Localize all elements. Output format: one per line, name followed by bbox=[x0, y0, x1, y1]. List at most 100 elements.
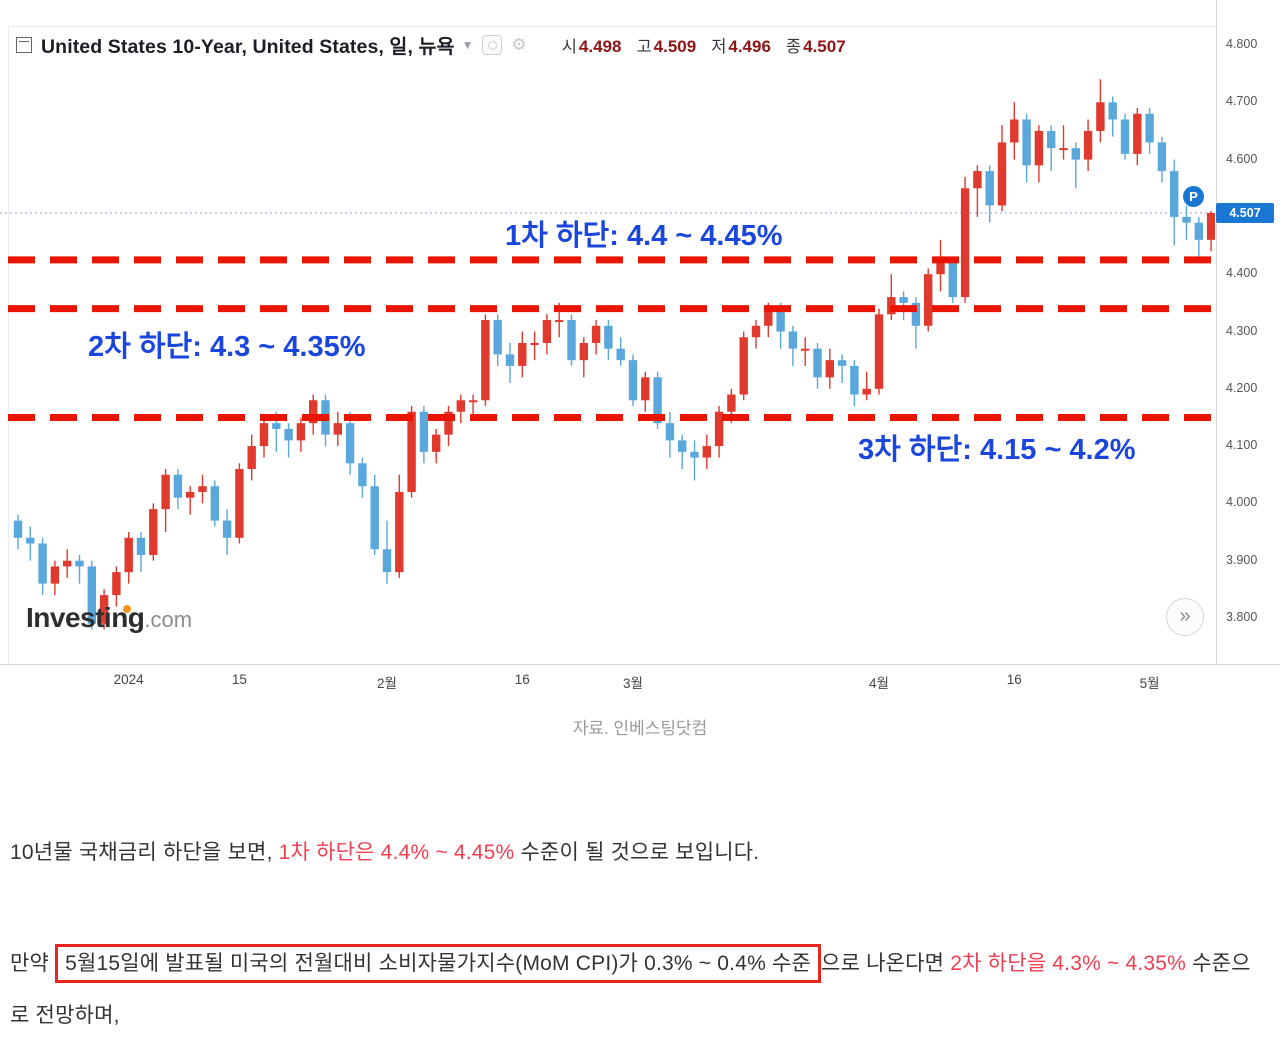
candle-body bbox=[776, 308, 785, 332]
candle-body bbox=[874, 314, 884, 389]
candle-body bbox=[198, 486, 207, 492]
candle-body bbox=[444, 411, 453, 435]
chart-frame-left bbox=[8, 26, 9, 664]
x-axis-label: 2월 bbox=[377, 676, 397, 691]
candle-body bbox=[641, 377, 650, 401]
candle-body bbox=[419, 411, 429, 452]
candle-body bbox=[1133, 113, 1142, 154]
candle-body bbox=[161, 474, 170, 510]
text-segment-boxed: 5월15일에 발표될 미국의 전월대비 소비자물가지수(MoM CPI)가 0.… bbox=[55, 944, 822, 984]
logo-orange-dot-icon bbox=[123, 605, 131, 613]
candle-body bbox=[173, 474, 183, 498]
candle-body bbox=[247, 446, 256, 470]
candle-body bbox=[837, 360, 847, 366]
candle-body bbox=[149, 509, 158, 555]
candle-body bbox=[555, 320, 564, 323]
price-marker-badge[interactable]: P bbox=[1183, 186, 1204, 207]
investing-logo: Investing.com bbox=[26, 602, 192, 634]
candlestick-chart bbox=[0, 79, 1215, 630]
chevron-down-icon[interactable]: ▼ bbox=[461, 37, 474, 52]
y-axis-label: 4.600 bbox=[1226, 151, 1258, 166]
close-value: 4.507 bbox=[803, 36, 846, 56]
candle-body bbox=[272, 423, 281, 429]
candle-body bbox=[665, 423, 675, 441]
candle-body bbox=[296, 423, 306, 441]
candle-body bbox=[518, 342, 527, 366]
y-axis-label: 4.100 bbox=[1226, 438, 1258, 453]
candle-body bbox=[1206, 212, 1215, 240]
candle-body bbox=[26, 537, 35, 544]
candle-body bbox=[1034, 130, 1044, 166]
x-axis-label: 16 bbox=[514, 672, 530, 687]
gear-icon[interactable]: ⚙ bbox=[511, 35, 527, 54]
low-value: 4.496 bbox=[728, 36, 771, 56]
chart-header: United States 10-Year, United States, 일,… bbox=[16, 30, 846, 59]
x-axis-line bbox=[0, 664, 1280, 665]
candle-body bbox=[616, 348, 625, 361]
candle-body bbox=[591, 325, 601, 343]
candle-body bbox=[1010, 119, 1019, 143]
candle-body bbox=[87, 566, 96, 624]
candle-body bbox=[825, 360, 834, 378]
candle-body bbox=[899, 297, 908, 303]
candle-body bbox=[468, 400, 478, 403]
ohlc-readout: 시 4.498 고 4.509 저 4.496 종 4.507 bbox=[562, 33, 846, 57]
candle-body bbox=[112, 572, 121, 596]
candle-body bbox=[678, 440, 687, 452]
expand-chart-button[interactable]: » bbox=[1166, 598, 1204, 636]
text-segment-normal: 수준이 될 것으로 보입니다. bbox=[514, 841, 760, 864]
ohlc-high: 고 4.509 bbox=[636, 33, 696, 57]
candle-body bbox=[924, 274, 933, 326]
candle-body bbox=[75, 560, 84, 567]
candle-body bbox=[764, 308, 773, 326]
text-segment-red: 1차 하단은 4.4% ~ 4.45% bbox=[278, 841, 515, 864]
candle-body bbox=[813, 348, 822, 378]
x-axis-label: 5월 bbox=[1139, 676, 1160, 691]
candle-body bbox=[1083, 130, 1093, 160]
window-icon[interactable] bbox=[16, 36, 32, 53]
candle-body bbox=[739, 337, 748, 395]
candle-body bbox=[1194, 222, 1203, 240]
candle-body bbox=[370, 486, 379, 550]
support-annotation-1: 1차 하단: 4.4 ~ 4.45% bbox=[505, 220, 783, 252]
candle-body bbox=[788, 331, 798, 349]
candle-body bbox=[481, 320, 490, 401]
candle-body bbox=[1096, 102, 1105, 131]
y-axis-label: 4.700 bbox=[1226, 94, 1258, 109]
candle-body bbox=[99, 595, 109, 624]
candle-body bbox=[960, 188, 970, 298]
candle-body bbox=[345, 423, 355, 464]
ohlc-open: 시 4.498 bbox=[562, 33, 622, 57]
y-axis-label: 4.400 bbox=[1226, 266, 1258, 281]
candle-body bbox=[38, 543, 47, 584]
high-value: 4.509 bbox=[653, 36, 697, 56]
candle-body bbox=[1120, 119, 1130, 154]
text-segment-normal: 수준으로 전망하며, bbox=[10, 952, 1251, 1027]
x-axis-label: 2024 bbox=[113, 672, 144, 687]
chart-panel: United States 10-Year, United States, 일,… bbox=[0, 0, 1280, 691]
candle-body bbox=[751, 325, 761, 338]
candle-body bbox=[124, 537, 133, 573]
candle-body bbox=[690, 451, 699, 458]
candle-body bbox=[911, 302, 921, 326]
camera-icon[interactable] bbox=[482, 34, 503, 55]
candle-body bbox=[63, 560, 72, 567]
candle-body bbox=[1022, 119, 1031, 166]
paragraph-2: 만약 5월15일에 발표될 미국의 전월대비 소비자물가지수(MoM CPI)가… bbox=[10, 938, 1270, 1041]
support-annotation-2: 2차 하단: 4.3 ~ 4.35% bbox=[88, 331, 366, 363]
y-axis-label: 4.200 bbox=[1226, 380, 1258, 395]
x-axis-label: 16 bbox=[1006, 672, 1022, 687]
candle-body bbox=[1170, 171, 1179, 217]
candle-body bbox=[628, 360, 638, 401]
candle-body bbox=[407, 411, 416, 492]
y-axis-label: 4.800 bbox=[1226, 37, 1258, 51]
candle-body bbox=[997, 142, 1007, 206]
chart-source-caption: 자료. 인베스팅닷컴 bbox=[572, 719, 708, 738]
candle-body bbox=[727, 394, 736, 412]
candle-body bbox=[382, 549, 392, 573]
y-axis-label: 3.800 bbox=[1226, 610, 1258, 624]
open-value: 4.498 bbox=[578, 36, 622, 56]
ohlc-close: 종 4.507 bbox=[786, 33, 846, 57]
candle-body bbox=[432, 434, 441, 452]
